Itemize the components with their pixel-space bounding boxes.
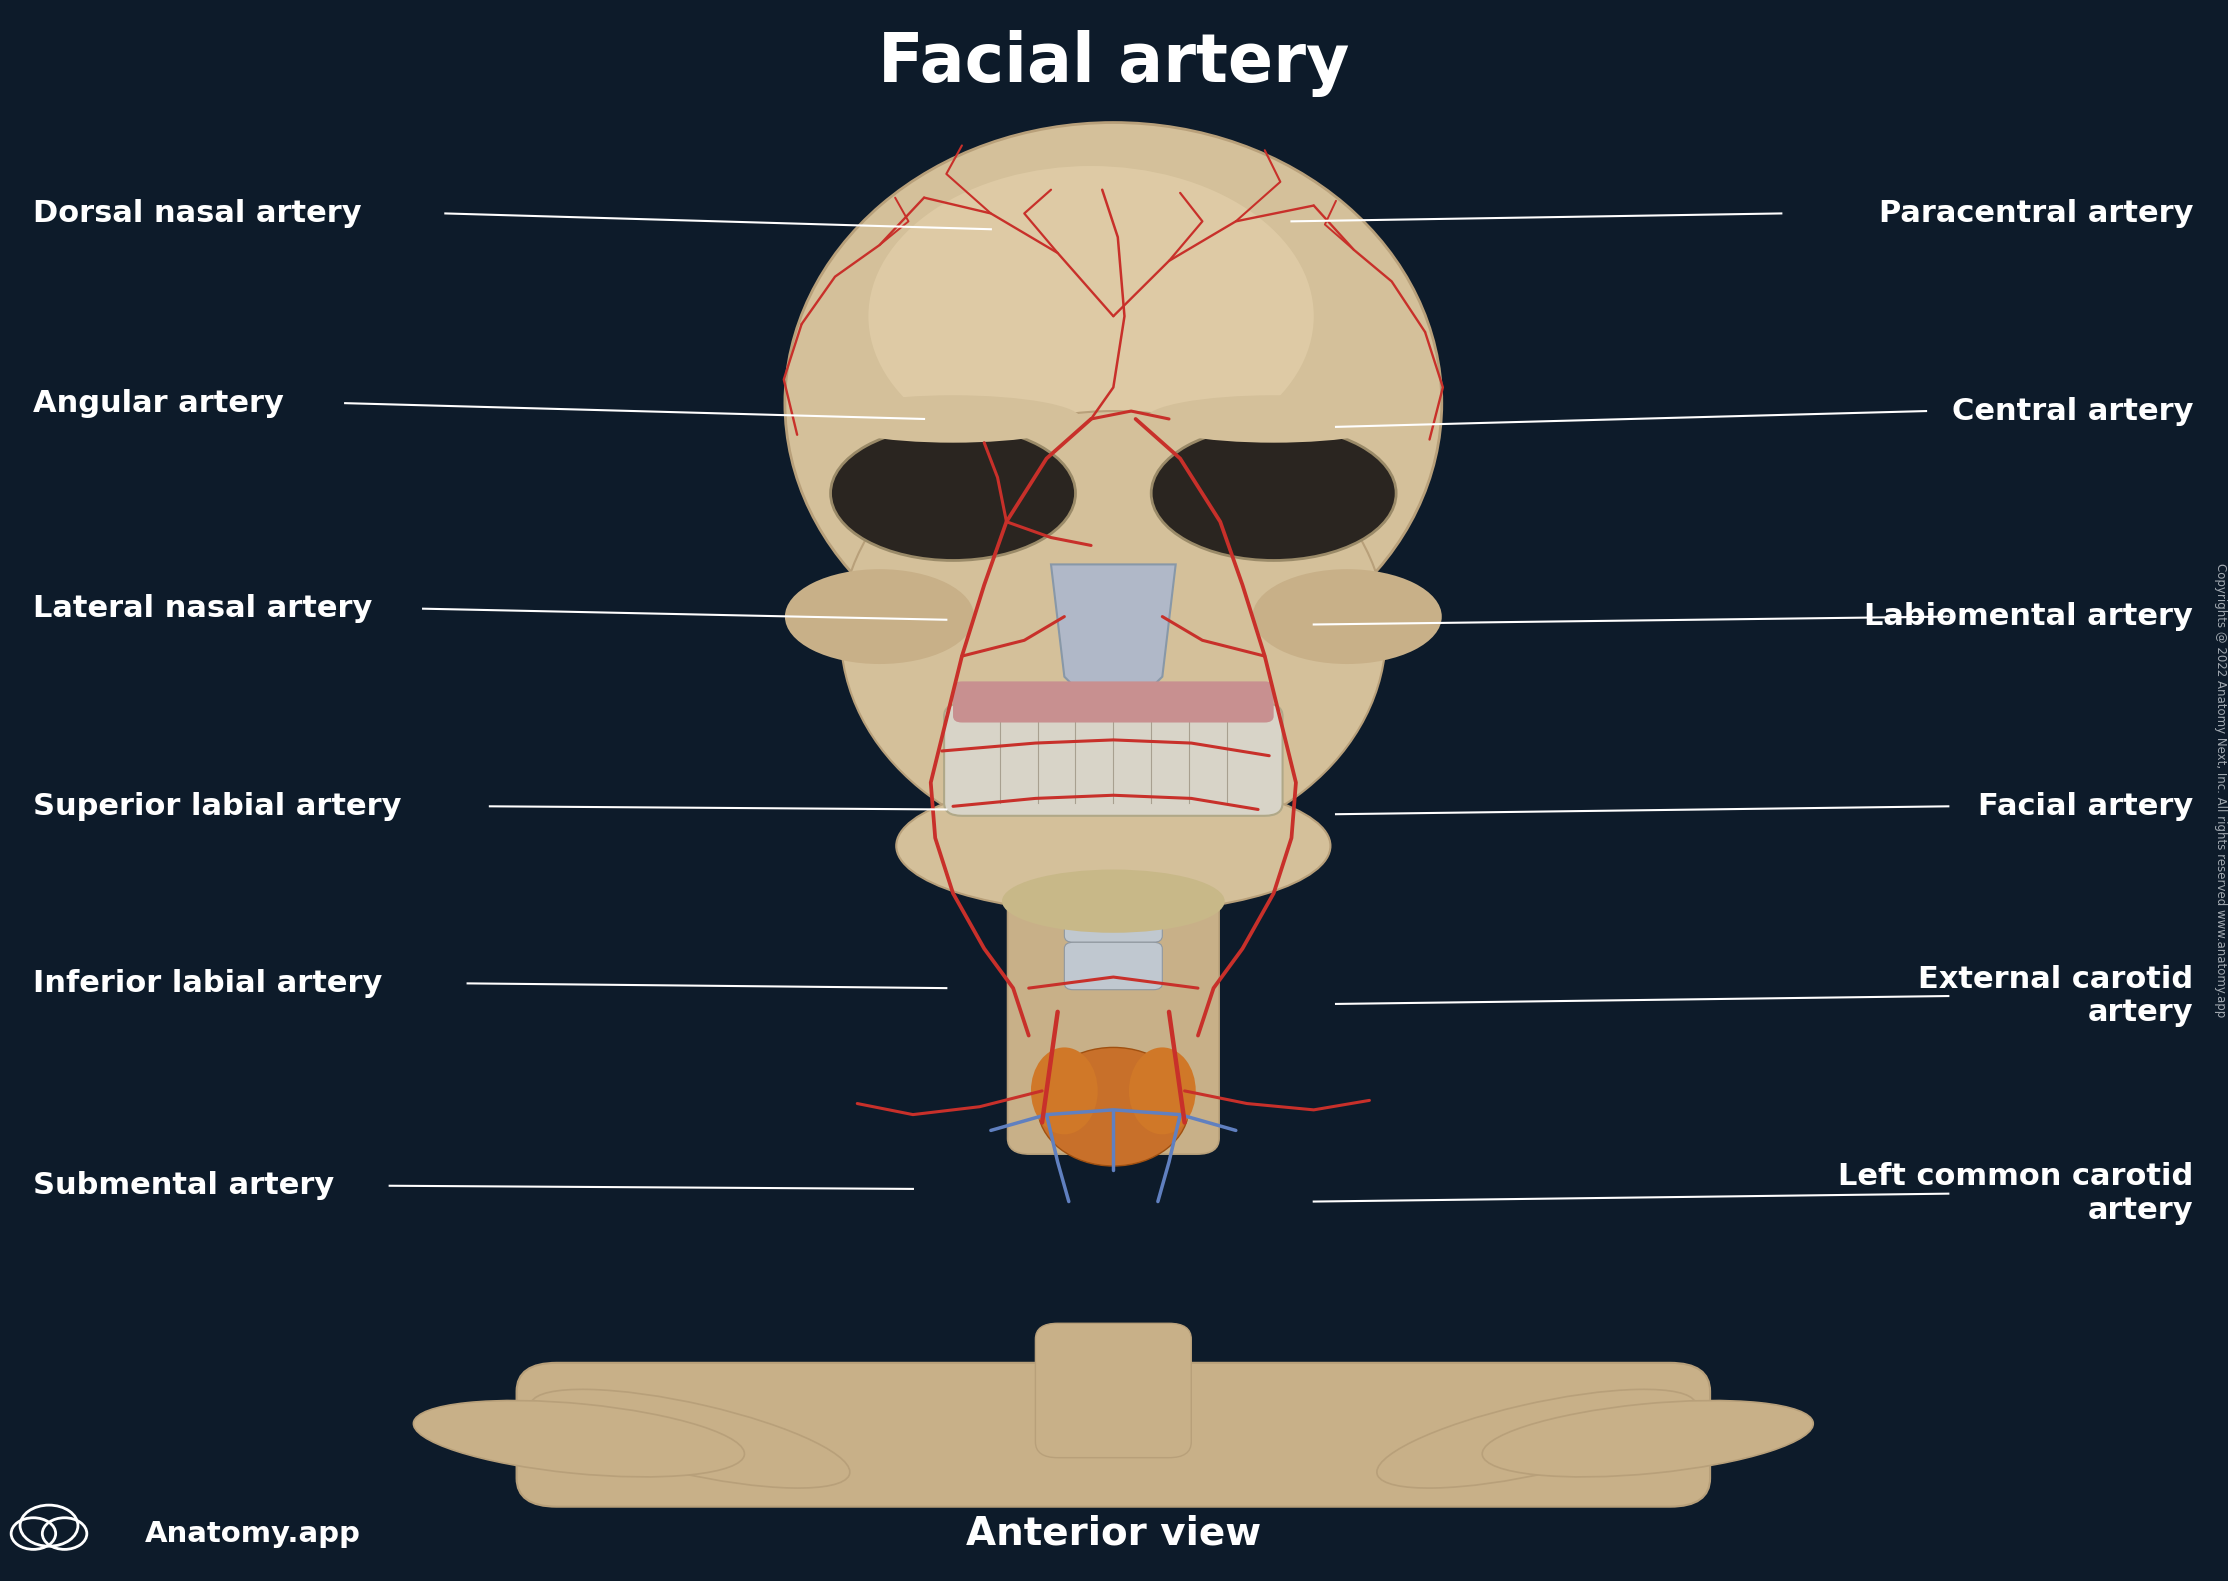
Ellipse shape — [896, 778, 1330, 912]
Text: Angular artery: Angular artery — [33, 389, 285, 417]
FancyBboxPatch shape — [1007, 870, 1219, 1154]
FancyBboxPatch shape — [1065, 705, 1163, 753]
FancyBboxPatch shape — [1065, 942, 1163, 990]
Ellipse shape — [869, 166, 1315, 466]
Text: Facial artery: Facial artery — [1978, 792, 2192, 821]
FancyBboxPatch shape — [1065, 847, 1163, 895]
Ellipse shape — [1038, 1047, 1190, 1167]
Text: Dorsal nasal artery: Dorsal nasal artery — [33, 199, 361, 228]
Text: Facial artery: Facial artery — [878, 30, 1348, 96]
Text: Inferior labial artery: Inferior labial artery — [33, 969, 383, 998]
Text: Labiomental artery: Labiomental artery — [1865, 602, 2192, 631]
Text: Lateral nasal artery: Lateral nasal artery — [33, 594, 372, 623]
Ellipse shape — [840, 411, 1386, 854]
Ellipse shape — [1377, 1390, 1696, 1488]
Ellipse shape — [1252, 569, 1442, 664]
Ellipse shape — [831, 425, 1076, 560]
Text: Central artery: Central artery — [1952, 397, 2192, 425]
Ellipse shape — [414, 1401, 744, 1477]
Ellipse shape — [1130, 1048, 1196, 1135]
Text: Anatomy.app: Anatomy.app — [145, 1519, 361, 1548]
Polygon shape — [1052, 564, 1176, 704]
Text: Copyrights @ 2022 Anatomy Next, Inc. All rights reserved www.anatomy.app: Copyrights @ 2022 Anatomy Next, Inc. All… — [2212, 563, 2226, 1018]
Ellipse shape — [1482, 1401, 1814, 1477]
Text: Superior labial artery: Superior labial artery — [33, 792, 401, 821]
Text: Left common carotid
artery: Left common carotid artery — [1838, 1162, 2192, 1225]
FancyBboxPatch shape — [954, 681, 1274, 723]
FancyBboxPatch shape — [1036, 1323, 1192, 1458]
FancyBboxPatch shape — [1065, 753, 1163, 800]
Ellipse shape — [1145, 395, 1401, 443]
Ellipse shape — [1032, 1048, 1098, 1135]
FancyBboxPatch shape — [1065, 895, 1163, 942]
Text: Anterior view: Anterior view — [965, 1515, 1261, 1553]
Ellipse shape — [1003, 870, 1225, 933]
Text: Paracentral artery: Paracentral artery — [1878, 199, 2192, 228]
FancyBboxPatch shape — [517, 1363, 1711, 1507]
Text: External carotid
artery: External carotid artery — [1918, 964, 2192, 1028]
Text: Submental artery: Submental artery — [33, 1172, 334, 1200]
Ellipse shape — [784, 122, 1442, 685]
Ellipse shape — [824, 395, 1081, 443]
Ellipse shape — [530, 1390, 849, 1488]
Ellipse shape — [1152, 425, 1397, 560]
FancyBboxPatch shape — [945, 704, 1283, 816]
FancyBboxPatch shape — [1065, 800, 1163, 847]
Ellipse shape — [784, 569, 974, 664]
